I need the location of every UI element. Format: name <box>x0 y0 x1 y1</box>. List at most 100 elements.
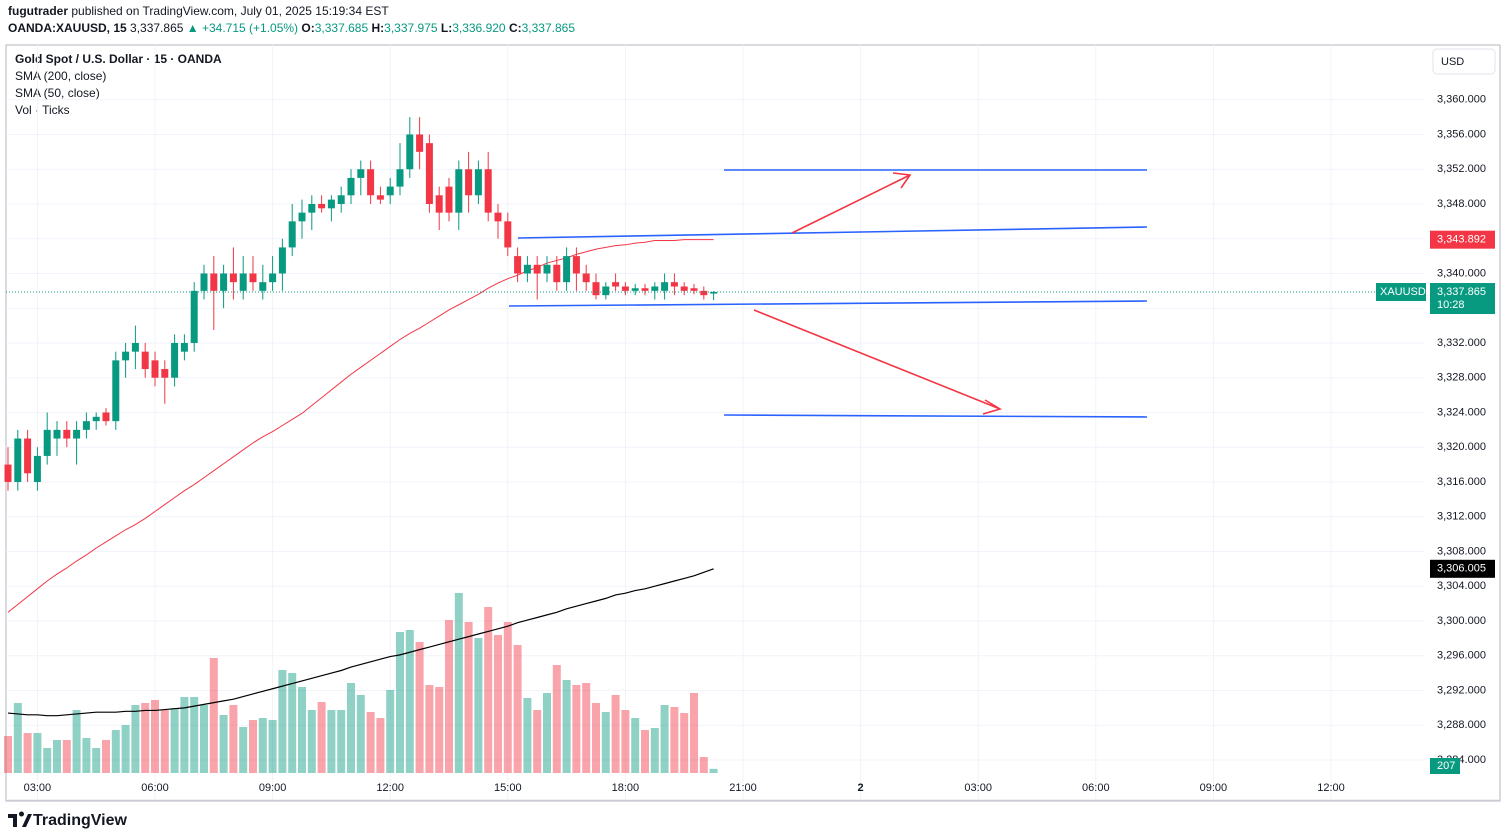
x-tick-label: 18:00 <box>612 782 640 794</box>
volume-bar <box>141 703 150 773</box>
volume-bar <box>170 708 179 773</box>
logo <box>8 811 32 827</box>
symbol-badge-text: XAUUSD <box>1380 286 1426 298</box>
y-tick-label: 3,352.000 <box>1437 163 1486 175</box>
x-tick-label: 12:00 <box>376 782 404 794</box>
volume-bar <box>298 687 306 773</box>
change: ▲ +34.715 (+1.05%) <box>187 21 298 35</box>
candle-body <box>680 286 688 291</box>
candle-body <box>710 292 718 294</box>
volume-bar <box>611 695 620 773</box>
author: fugutrader <box>8 4 68 18</box>
candle-body <box>367 169 375 196</box>
y-tick-label: 3,360.000 <box>1437 94 1486 106</box>
currency[interactable]: USD <box>1441 56 1464 68</box>
volume-bar <box>23 733 32 773</box>
volume-bar <box>572 685 581 773</box>
volume-bar <box>43 748 52 773</box>
volume-bar <box>268 720 277 773</box>
volume-bar <box>621 710 630 773</box>
candle-body <box>318 203 326 209</box>
volume-bar <box>386 690 395 773</box>
volume-bar <box>601 712 610 773</box>
volume-bar <box>425 685 434 773</box>
volume-bar <box>376 718 385 773</box>
candle-body <box>533 264 541 274</box>
volume-bar <box>180 697 189 773</box>
countdown: 10:28 <box>1437 299 1465 311</box>
volume-bar <box>356 695 365 773</box>
candle-body <box>200 273 208 291</box>
volume-bar <box>445 620 453 773</box>
y-tick-label: 3,332.000 <box>1437 337 1486 349</box>
candle-body <box>474 169 482 196</box>
trend-line <box>508 300 1148 307</box>
x-tick-label: 03:00 <box>24 782 52 794</box>
candle-body <box>161 369 169 378</box>
candle-body <box>465 169 473 196</box>
volume-bar <box>53 740 61 773</box>
price-badge <box>1430 559 1495 578</box>
volume-bar <box>131 705 140 773</box>
y-tick-label: 3,320.000 <box>1437 441 1486 453</box>
volume-bar <box>102 740 110 773</box>
x-tick-label: 15:00 <box>494 782 522 794</box>
candle-body <box>494 212 502 222</box>
volume-bar <box>435 687 444 773</box>
legend-entry[interactable]: Vol · Ticks <box>15 103 70 117</box>
price-badge <box>1430 230 1495 249</box>
volume-bar <box>405 630 414 773</box>
volume-bar <box>641 730 649 773</box>
volume-bar <box>513 645 522 773</box>
price-badge <box>1430 283 1495 315</box>
candle-body <box>14 438 22 482</box>
candle-body <box>24 438 32 474</box>
y-tick-label: 3,340.000 <box>1437 267 1486 279</box>
candle-body <box>33 455 41 482</box>
volume-bar <box>200 705 208 773</box>
candle-body <box>278 247 286 274</box>
ohlc-value: 3,336.920 <box>452 21 506 35</box>
candle-body <box>73 429 81 439</box>
volume-bar <box>631 718 640 773</box>
volume-bar <box>484 607 493 773</box>
drawings <box>508 169 1148 418</box>
volume-bar <box>366 712 375 773</box>
ohlc-key: O: <box>301 21 314 35</box>
candle-body <box>631 288 639 291</box>
candle-body <box>661 282 669 291</box>
candle-body <box>700 290 708 296</box>
candle-body <box>484 169 492 213</box>
volume-bar <box>33 733 42 773</box>
ohlc-value: 3,337.975 <box>384 21 438 35</box>
candle-body <box>690 288 698 291</box>
volume-bar <box>709 768 718 773</box>
volume-bar <box>474 638 483 773</box>
candle-body <box>112 360 120 422</box>
y-tick-label: 3,296.000 <box>1437 650 1486 662</box>
volume-bar <box>4 736 12 773</box>
candle-body <box>259 282 267 291</box>
volume-bar <box>415 642 424 773</box>
chart-frame <box>5 44 1501 802</box>
price-badge-text: 3,337.865 <box>1437 286 1486 298</box>
currency-button[interactable] <box>1432 48 1496 75</box>
legend-entry[interactable]: SMA (200, close) <box>15 69 106 83</box>
y-tick-label: 3,316.000 <box>1437 476 1486 488</box>
volume-bar <box>239 727 248 773</box>
x-tick-label: 21:00 <box>729 782 757 794</box>
quote-line: OANDA:XAUUSD, 15 3,337.865 ▲ +34.715 (+1… <box>8 21 575 35</box>
candle-body <box>376 195 384 200</box>
volume-bar <box>464 622 473 773</box>
candle-body <box>171 342 179 378</box>
y-tick-label: 3,328.000 <box>1437 372 1486 384</box>
candle-body <box>190 290 198 343</box>
legend-entry[interactable]: SMA (50, close) <box>15 86 100 100</box>
candle-body <box>563 256 571 283</box>
candle-body <box>670 282 678 287</box>
candle-body <box>288 221 296 248</box>
candle-body <box>641 288 649 291</box>
candle-body <box>210 273 218 291</box>
volume-bar <box>160 710 169 773</box>
